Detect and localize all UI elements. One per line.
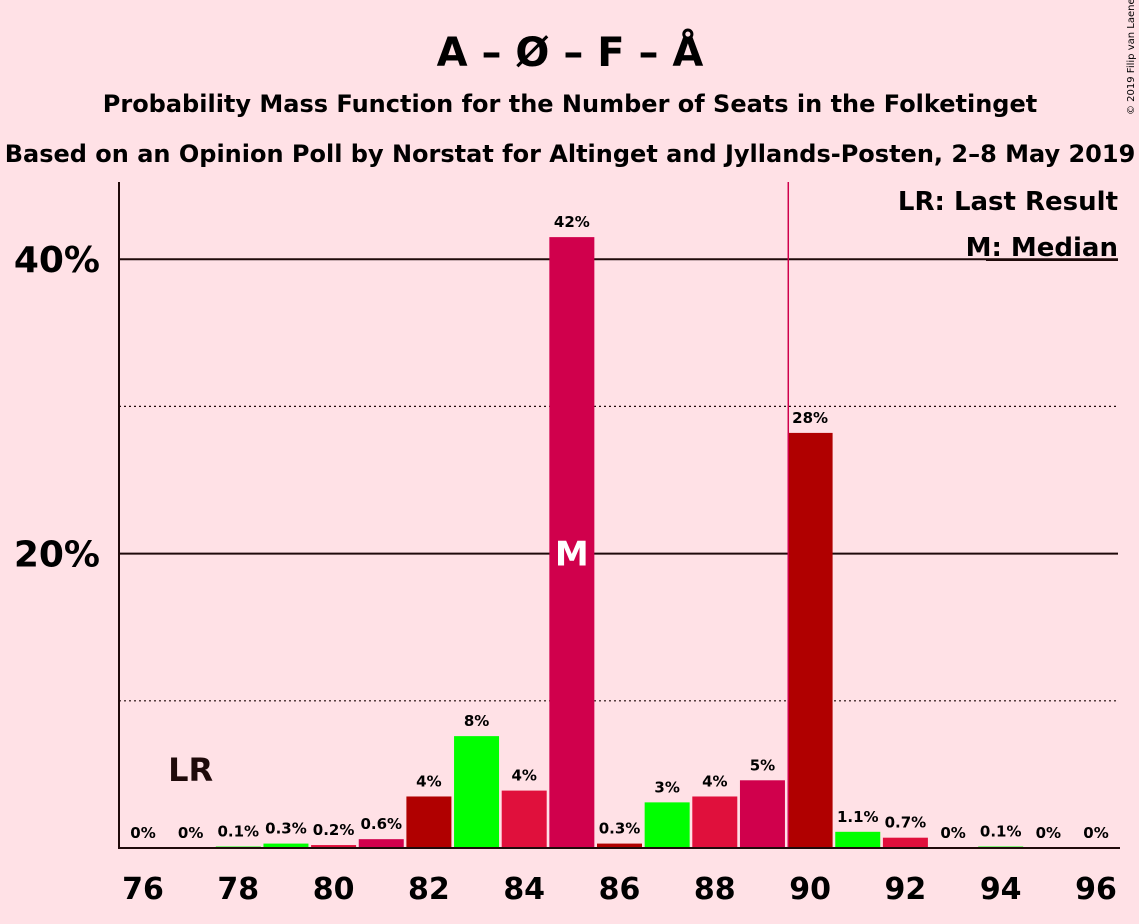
- bar-86: [597, 843, 642, 848]
- bar-label-77: 0%: [178, 824, 203, 842]
- bars: [215, 237, 1024, 848]
- bar-label-83: 8%: [464, 712, 489, 730]
- bar-85: [549, 237, 595, 848]
- y-tick-labels: 20% 40%: [14, 240, 100, 575]
- bar-label-82: 4%: [416, 772, 441, 790]
- copyright-note: © 2019 Filip van Laenen: [1126, 0, 1137, 115]
- legend-median: M: Median: [966, 233, 1118, 263]
- x-tick-label: 90: [789, 872, 831, 907]
- bar-92: [882, 837, 928, 848]
- x-tick-labels: 76 78 80 82 84 86 88 90 92 94 96: [122, 872, 1117, 907]
- bar-87: [644, 802, 690, 848]
- y-tick-label: 20%: [14, 535, 100, 576]
- bar-label-87: 3%: [654, 778, 679, 796]
- markers: LR M: [168, 182, 790, 848]
- bar-label-85: 42%: [554, 213, 590, 231]
- chart-title: A – Ø – F – Å: [437, 27, 704, 76]
- bar-79: [263, 843, 309, 848]
- y-tick-label: 40%: [14, 240, 100, 281]
- chart-subtitle-1: Probability Mass Function for the Number…: [103, 90, 1037, 118]
- median-marker: M: [555, 535, 589, 575]
- x-tick-label: 82: [408, 872, 450, 907]
- bar-label-94: 0.1%: [980, 823, 1022, 841]
- x-tick-label: 96: [1075, 872, 1117, 907]
- bar-89: [739, 780, 785, 848]
- bar-83: [454, 736, 500, 848]
- bar-81: [358, 839, 404, 848]
- bar-label-81: 0.6%: [360, 815, 402, 833]
- bar-label-92: 0.7%: [885, 814, 927, 832]
- bar-label-79: 0.3%: [265, 820, 307, 838]
- bar-label-96: 0%: [1083, 824, 1108, 842]
- x-tick-label: 86: [599, 872, 641, 907]
- bar-label-90: 28%: [792, 409, 828, 427]
- bar-82: [406, 796, 452, 848]
- bar-label-78: 0.1%: [217, 823, 259, 841]
- x-tick-label: 92: [885, 872, 927, 907]
- gridlines: [119, 258, 1118, 702]
- legend-last-result: LR: Last Result: [898, 187, 1118, 217]
- bar-84: [501, 790, 547, 848]
- bar-label-93: 0%: [940, 824, 965, 842]
- x-tick-label: 84: [503, 872, 545, 907]
- x-tick-label: 78: [217, 872, 259, 907]
- bar-label-95: 0%: [1036, 824, 1061, 842]
- bar-label-91: 1.1%: [837, 808, 879, 826]
- bar-labels: 0% 0% 0.1% 0.3% 0.2% 0.6% 4% 8% 4% 42% 0.3% 3% 4% 5% 2…: [130, 213, 1108, 842]
- last-result-marker: LR: [168, 751, 213, 789]
- bar-label-88: 4%: [702, 772, 727, 790]
- x-tick-label: 80: [313, 872, 355, 907]
- bar-80: [311, 845, 357, 848]
- chart-subtitle-2: Based on an Opinion Poll by Norstat for …: [5, 140, 1136, 168]
- bar-91: [835, 831, 881, 848]
- x-tick-label: 76: [122, 872, 164, 907]
- bar-label-86: 0.3%: [599, 820, 641, 838]
- bar-label-76: 0%: [130, 824, 155, 842]
- bar-label-89: 5%: [750, 756, 775, 774]
- x-tick-label: 88: [694, 872, 736, 907]
- x-tick-label: 94: [980, 872, 1022, 907]
- bar-88: [692, 796, 738, 848]
- bar-label-84: 4%: [511, 767, 536, 785]
- bar-label-80: 0.2%: [313, 821, 355, 839]
- bar-90: [787, 432, 833, 848]
